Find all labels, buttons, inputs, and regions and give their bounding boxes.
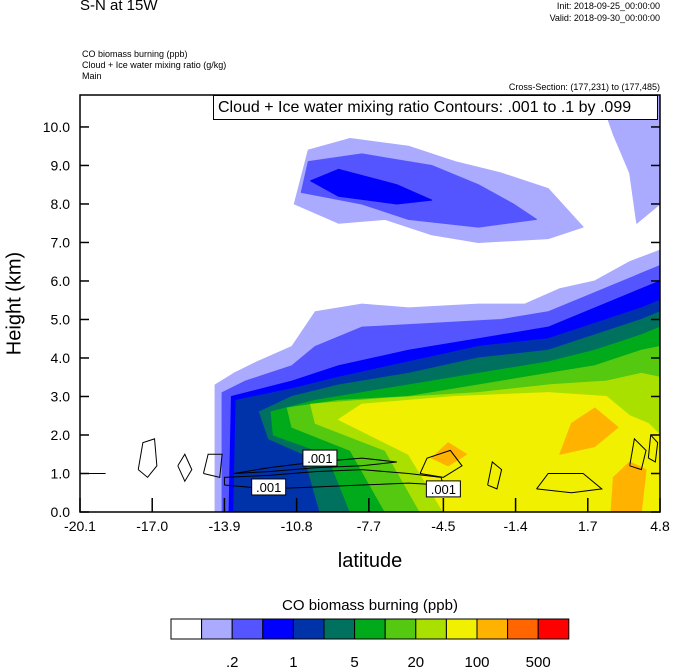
plot-title: S-N at 15W	[80, 0, 158, 14]
colorbar-box	[323, 618, 356, 640]
colorbar-box	[201, 618, 233, 640]
field-main: Main	[82, 71, 102, 81]
x-tick-label: -20.1	[64, 518, 96, 534]
y-tick-label: 6.0	[51, 273, 71, 289]
co-region-level-10	[559, 407, 619, 455]
colorbar-title: CO biomass burning (ppb)	[282, 597, 458, 614]
colorbar-label: 100	[464, 654, 489, 668]
co-region-level-3	[310, 168, 433, 205]
y-tick-label: 2.0	[51, 427, 71, 443]
y-tick-label: 1.0	[51, 465, 71, 481]
x-tick-label: -17.0	[136, 518, 168, 534]
y-tick-label: 0.0	[51, 504, 71, 520]
x-tick-label: 1.7	[578, 518, 598, 534]
y-tick-label: 10.0	[43, 119, 70, 135]
cloud-contour-line	[629, 437, 647, 471]
y-tick-label: 7.0	[51, 234, 71, 250]
x-tick-label: -1.4	[504, 518, 528, 534]
colorbar-box	[445, 618, 478, 640]
y-tick-label: 5.0	[51, 311, 71, 327]
cloud-contour-line	[487, 461, 503, 490]
filled-contours	[84, 95, 660, 512]
colorbar-label: 20	[407, 654, 424, 668]
colorbar-box	[170, 618, 203, 640]
cloud-contour-line	[536, 472, 603, 494]
colorbar-box	[415, 618, 447, 640]
co-region-level-10	[610, 461, 647, 512]
cloud-contour-line	[137, 438, 158, 479]
contour-info-box: Cloud + Ice water mixing ratio Contours:…	[213, 95, 658, 120]
x-tick-label: -4.5	[431, 518, 455, 534]
contour-label-box	[425, 480, 461, 498]
contour-label: .001	[307, 451, 332, 466]
x-tick-label: -13.9	[208, 518, 240, 534]
colorbar-box	[292, 618, 325, 640]
cloud-contour-line	[233, 457, 397, 474]
cross-section-label: Cross-Section: (177,231) to (177,485)	[508, 82, 660, 92]
colorbar-label: 500	[526, 654, 551, 668]
colorbar-box	[507, 618, 539, 640]
x-tick-label: -7.7	[357, 518, 381, 534]
colorbar-box	[262, 618, 294, 640]
colorbar-box	[354, 618, 386, 640]
co-region-level-1	[598, 95, 660, 224]
y-tick-label: 3.0	[51, 388, 71, 404]
colorbar-box	[537, 618, 570, 640]
contour-label: .001	[431, 482, 456, 497]
valid-time: Valid: 2018-09-30_00:00:00	[549, 13, 660, 23]
cloud-contour-line	[647, 433, 659, 463]
cloud-contour-line	[202, 453, 223, 478]
colorbar-box	[231, 618, 264, 640]
y-tick-label: 8.0	[51, 196, 71, 212]
cloud-contour-line	[419, 449, 463, 478]
cloud-contour-line	[177, 453, 193, 483]
colorbar-label: 5	[350, 654, 358, 668]
colorbar-box	[384, 618, 417, 640]
y-tick-label: 9.0	[51, 157, 71, 173]
field-co: CO biomass burning (ppb)	[82, 49, 188, 59]
contour-label-box	[251, 478, 287, 496]
contour-label: .001	[256, 480, 281, 495]
x-tick-label: 4.8	[650, 518, 670, 534]
colorbar-label: .2	[226, 654, 239, 668]
contour-label-box	[302, 449, 338, 467]
co-region-level-2	[300, 153, 538, 228]
x-tick-label: -10.8	[281, 518, 313, 534]
y-tick-label: 4.0	[51, 350, 71, 366]
colorbar-box	[476, 618, 509, 640]
field-cloud: Cloud + Ice water mixing ratio (g/kg)	[82, 60, 227, 70]
init-time: Init: 2018-09-25_00:00:00	[556, 1, 660, 11]
x-axis-label: latitude	[337, 550, 403, 572]
colorbar-label: 1	[289, 654, 297, 668]
co-region-level-10	[431, 442, 468, 467]
y-axis-label: Height (km)	[3, 251, 26, 356]
